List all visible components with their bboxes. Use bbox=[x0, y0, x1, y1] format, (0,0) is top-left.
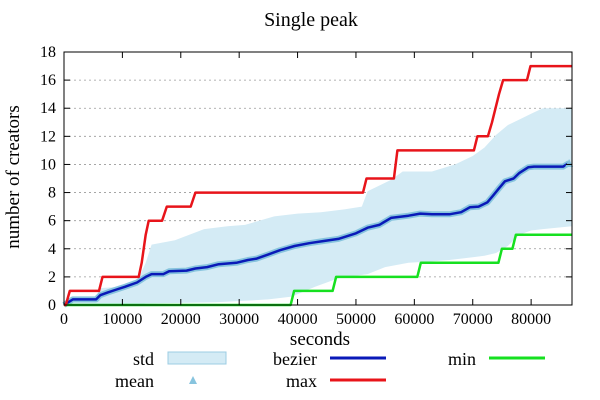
x-tick-label: 40000 bbox=[278, 311, 318, 328]
y-tick-label: 16 bbox=[40, 72, 56, 89]
mean-marker bbox=[565, 159, 574, 168]
chart-title: Single peak bbox=[264, 9, 358, 31]
legend-swatch-mean bbox=[189, 376, 197, 384]
y-tick-label: 10 bbox=[40, 156, 56, 173]
y-axis-label: number of creators bbox=[3, 105, 24, 249]
max-series bbox=[64, 64, 572, 307]
y-tick-label: 2 bbox=[48, 269, 56, 286]
x-tick-label: 20000 bbox=[161, 311, 201, 328]
min-series bbox=[64, 233, 572, 307]
plot-frame bbox=[63, 51, 573, 306]
x-tick-label: 70000 bbox=[453, 311, 493, 328]
legend-label-max: max bbox=[286, 371, 317, 391]
legend-swatch-std bbox=[167, 351, 227, 365]
y-tick-label: 12 bbox=[40, 128, 56, 145]
y-tick-label: 8 bbox=[48, 185, 56, 202]
y-axis: 0 2 4 6 8 10 12 14 16 18 bbox=[40, 44, 572, 314]
legend-label-std: std bbox=[133, 349, 154, 369]
x-tick-label: 50000 bbox=[336, 311, 376, 328]
legend-label-min: min bbox=[448, 349, 476, 369]
x-tick-label: 80000 bbox=[511, 311, 551, 328]
bezier-series bbox=[63, 161, 570, 307]
y-tick-label: 18 bbox=[40, 44, 56, 61]
y-tick-label: 4 bbox=[48, 241, 56, 258]
legend-label-bezier: bezier bbox=[273, 349, 317, 369]
x-axis: 0 10000 20000 30000 40000 50000 60000 70000 8000… bbox=[60, 52, 551, 328]
x-axis-label: seconds bbox=[290, 329, 350, 350]
x-tick-label: 60000 bbox=[394, 311, 434, 328]
y-tick-label: 14 bbox=[40, 100, 56, 117]
x-tick-label: 10000 bbox=[102, 311, 142, 328]
x-tick-label: 30000 bbox=[219, 311, 259, 328]
x-tick-label: 0 bbox=[60, 311, 68, 328]
std-band bbox=[64, 108, 572, 305]
legend-label-mean: mean bbox=[115, 371, 154, 391]
y-tick-label: 0 bbox=[48, 297, 56, 314]
plot-area bbox=[62, 64, 574, 308]
y-tick-label: 6 bbox=[48, 213, 56, 230]
